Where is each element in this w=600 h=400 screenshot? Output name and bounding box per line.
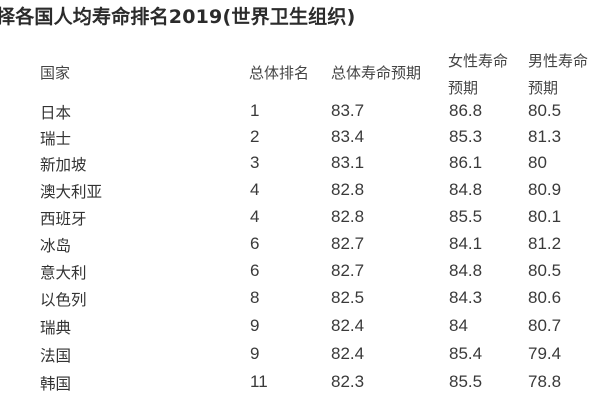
table-row: 意大利 6 82.7 84.8 80.5	[0, 261, 600, 287]
female-cell: 86.1	[449, 153, 483, 172]
header-female-line1: 女性寿命	[448, 52, 509, 70]
male-cell: 80.6	[528, 288, 562, 307]
country-cell: 日本	[40, 104, 72, 122]
rank-cell: 2	[250, 127, 260, 146]
rank-cell: 8	[250, 288, 260, 307]
table-row: 西班牙 4 82.8 85.5 80.1	[0, 207, 600, 233]
female-cell: 85.5	[449, 207, 483, 226]
overall-cell: 82.8	[331, 207, 365, 226]
overall-cell: 82.4	[331, 316, 365, 335]
female-cell: 84.8	[449, 180, 483, 199]
overall-cell: 82.5	[331, 288, 365, 307]
table-row: 以色列 8 82.5 84.3 80.6	[0, 288, 600, 314]
female-cell: 84	[449, 316, 468, 335]
country-cell: 法国	[40, 347, 72, 365]
table-row: 瑞典 9 82.4 84 80.7	[0, 316, 600, 342]
table-row: 日本 1 83.7 86.8 80.5	[0, 101, 600, 127]
country-cell: 澳大利亚	[40, 183, 103, 201]
overall-cell: 82.3	[331, 372, 365, 391]
overall-cell: 83.7	[331, 101, 365, 120]
female-cell: 85.3	[449, 127, 483, 146]
male-cell: 80	[528, 153, 547, 172]
table-row: 法国 9 82.4 85.4 79.4	[0, 344, 600, 370]
rank-cell: 9	[250, 344, 260, 363]
table-row: 新加坡 3 83.1 86.1 80	[0, 153, 600, 179]
header-female-line2: 预期	[448, 79, 479, 97]
header-overall-rank: 总体排名	[249, 64, 310, 82]
header-country: 国家	[40, 64, 71, 82]
rank-cell: 6	[250, 234, 260, 253]
rank-cell: 3	[250, 153, 260, 172]
overall-cell: 82.8	[331, 180, 365, 199]
table-row: 澳大利亚 4 82.8 84.8 80.9	[0, 180, 600, 206]
country-cell: 瑞典	[40, 319, 72, 337]
female-cell: 85.5	[449, 372, 483, 391]
male-cell: 81.2	[528, 234, 562, 253]
rank-cell: 1	[250, 101, 260, 120]
male-cell: 80.7	[528, 316, 562, 335]
male-cell: 80.5	[528, 101, 562, 120]
female-cell: 86.8	[449, 101, 483, 120]
country-cell: 以色列	[40, 291, 87, 309]
country-cell: 冰岛	[40, 237, 72, 255]
male-cell: 80.1	[528, 207, 562, 226]
country-cell: 韩国	[40, 375, 72, 393]
overall-cell: 82.7	[331, 234, 365, 253]
female-cell: 85.4	[449, 344, 483, 363]
header-male-line1: 男性寿命	[528, 52, 589, 70]
overall-cell: 83.4	[331, 127, 365, 146]
male-cell: 81.3	[528, 127, 562, 146]
country-cell: 新加坡	[40, 156, 87, 174]
rank-cell: 4	[250, 207, 260, 226]
page-title: 择各国人均寿命排名2019(世界卫生组织)	[0, 6, 356, 28]
header-male-life-expectancy: 男性寿命 预期	[528, 48, 588, 102]
country-cell: 意大利	[40, 264, 87, 282]
male-cell: 80.5	[528, 261, 562, 280]
country-cell: 西班牙	[40, 210, 87, 228]
overall-cell: 83.1	[331, 153, 365, 172]
rank-cell: 11	[250, 372, 268, 391]
header-male-line2: 预期	[528, 79, 559, 97]
table-row: 瑞士 2 83.4 85.3 81.3	[0, 127, 600, 153]
rank-cell: 9	[250, 316, 260, 335]
female-cell: 84.1	[449, 234, 483, 253]
female-cell: 84.8	[449, 261, 483, 280]
male-cell: 79.4	[528, 344, 562, 363]
country-cell: 瑞士	[40, 130, 72, 148]
overall-cell: 82.7	[331, 261, 365, 280]
rank-cell: 4	[250, 180, 260, 199]
female-cell: 84.3	[449, 288, 483, 307]
male-cell: 78.8	[528, 372, 562, 391]
header-female-life-expectancy: 女性寿命 预期	[448, 48, 508, 102]
table-row: 冰岛 6 82.7 84.1 81.2	[0, 234, 600, 260]
header-overall-life-expectancy: 总体寿命预期	[331, 64, 422, 82]
table-row: 韩国 11 82.3 85.5 78.8	[0, 372, 600, 398]
overall-cell: 82.4	[331, 344, 365, 363]
male-cell: 80.9	[528, 180, 562, 199]
rank-cell: 6	[250, 261, 260, 280]
